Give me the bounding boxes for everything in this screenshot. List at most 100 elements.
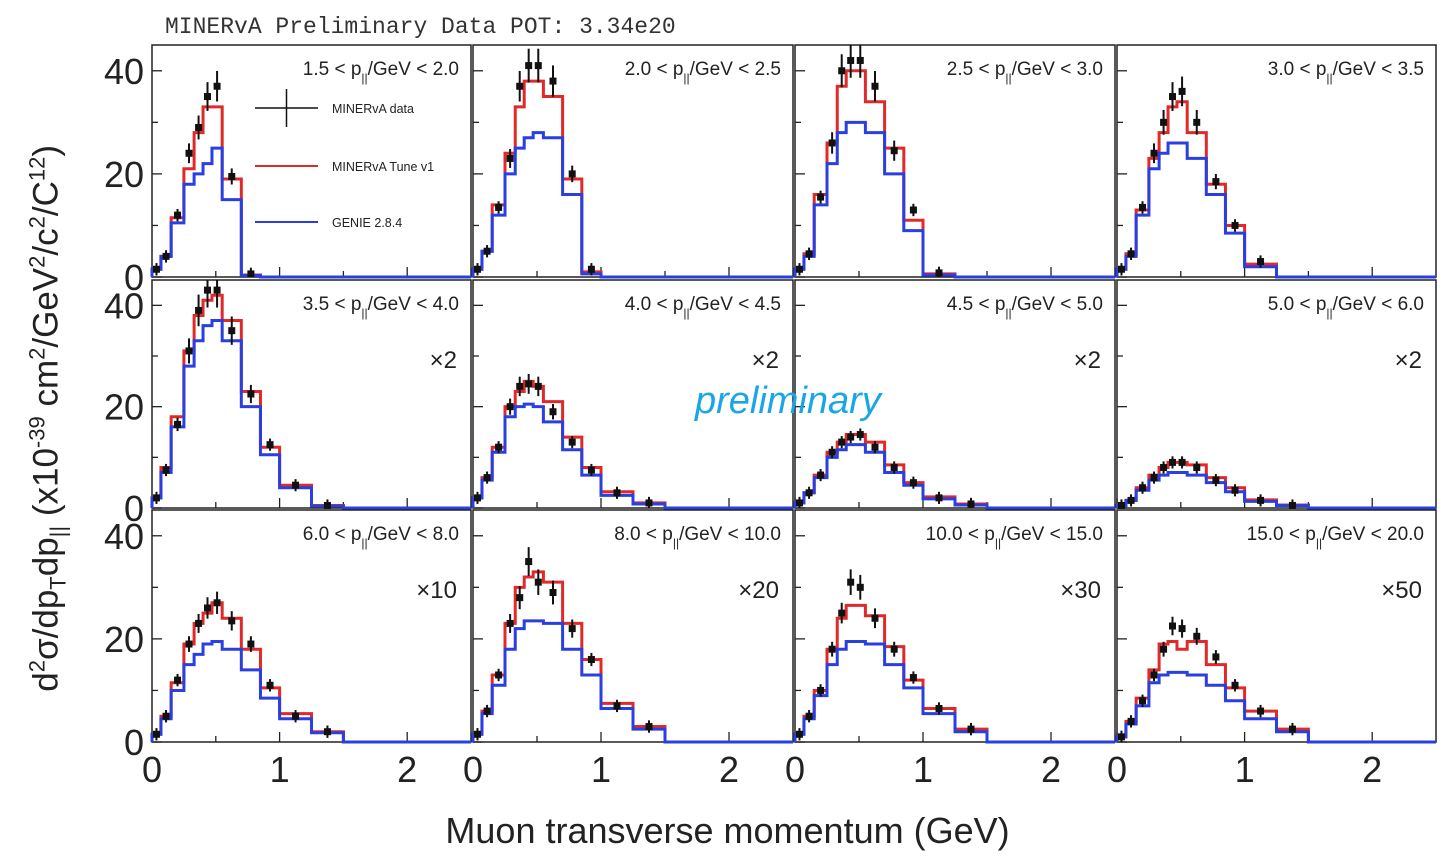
data-point — [266, 679, 274, 692]
panel-label: 4.0 < p||/GeV < 4.5 — [625, 294, 781, 320]
genie-histogram — [471, 402, 793, 510]
panel-label: 4.5 < p||/GeV < 5.0 — [947, 294, 1103, 320]
data-point — [1160, 109, 1168, 135]
scale-factor: ×50 — [1381, 577, 1422, 604]
data-point — [805, 486, 813, 499]
data-point — [549, 65, 557, 97]
data-point — [838, 436, 846, 449]
data-point — [195, 294, 203, 327]
data-point — [213, 280, 221, 308]
data-point — [1212, 474, 1220, 487]
genie-histogram — [793, 639, 1115, 744]
data-point — [817, 684, 825, 697]
scale-factor: ×2 — [1395, 347, 1422, 374]
data-point — [195, 115, 203, 140]
panel-label: 8.0 < p||/GeV < 10.0 — [614, 524, 781, 550]
data-point — [871, 70, 879, 102]
data-point — [1178, 619, 1186, 638]
x-tick-label: 0 — [785, 749, 805, 790]
figure-header: MINERvA Preliminary Data POT: 3.34e20 — [165, 14, 676, 40]
y-tick-label: 40 — [104, 51, 144, 92]
data-point — [1288, 499, 1296, 509]
scale-factor: ×2 — [430, 347, 457, 374]
data-point — [1231, 679, 1239, 692]
data-point — [174, 417, 182, 432]
data-point — [1178, 456, 1186, 469]
data-point — [1212, 173, 1220, 190]
data-point — [856, 574, 864, 600]
data-point — [213, 70, 221, 102]
data-point — [483, 704, 491, 718]
y-tick-label: 0 — [124, 488, 144, 529]
x-tick-label: 0 — [142, 749, 162, 790]
data-point — [1160, 461, 1168, 474]
data-point — [645, 496, 653, 508]
data-point — [856, 428, 864, 441]
y-tick-label: 0 — [124, 257, 144, 298]
data-point — [909, 203, 917, 217]
data-point — [847, 430, 855, 444]
genie-histogram — [1115, 471, 1436, 510]
data-point — [213, 591, 221, 614]
panel-label: 5.0 < p||/GeV < 6.0 — [1268, 294, 1424, 320]
data-point — [1117, 499, 1125, 509]
data-point — [967, 497, 975, 508]
data-point — [1150, 143, 1158, 164]
panel-6: 4.0 < p||/GeV < 4.5 ×2 — [471, 279, 794, 510]
data-point — [1139, 201, 1147, 214]
scale-factor: ×2 — [1074, 347, 1101, 374]
data-point — [795, 496, 803, 508]
data-point — [204, 597, 212, 619]
data-point — [228, 168, 236, 185]
panel-frame — [151, 509, 472, 743]
data-point — [935, 491, 943, 504]
tune-histogram — [793, 69, 1115, 279]
genie-histogram — [1115, 141, 1436, 279]
data-point — [1212, 650, 1220, 664]
data-point — [525, 373, 533, 394]
x-tick-label: 0 — [463, 749, 483, 790]
data-point — [247, 384, 255, 404]
data-point — [890, 641, 898, 657]
data-point — [587, 263, 595, 276]
data-point — [1117, 730, 1125, 742]
data-point — [828, 446, 836, 459]
data-point — [495, 441, 503, 454]
data-point — [1193, 461, 1201, 474]
data-point — [838, 602, 846, 624]
legend-label: MINERvA data — [332, 102, 414, 116]
panel-7: 4.5 < p||/GeV < 5.0 ×2 — [793, 279, 1116, 510]
preliminary-watermark: preliminary — [695, 380, 881, 422]
panel-frame — [1116, 509, 1437, 743]
data-point — [1150, 668, 1158, 682]
data-point — [587, 463, 595, 477]
data-point — [1169, 456, 1177, 469]
genie-histogram — [793, 120, 1115, 279]
data-point — [568, 436, 576, 449]
data-point — [1193, 627, 1201, 645]
panel-label: 15.0 < p||/GeV < 20.0 — [1247, 524, 1424, 550]
data-point — [506, 398, 514, 415]
tune-histogram — [150, 105, 471, 279]
legend-label: MINERvA Tune v1 — [332, 160, 434, 174]
tune-histogram — [150, 293, 471, 510]
panel-1: 1.5 < p||/GeV < 2.0 — [150, 44, 472, 279]
data-point — [473, 263, 481, 276]
data-point — [473, 491, 481, 504]
data-point — [1193, 109, 1201, 135]
data-point — [847, 45, 855, 78]
data-point — [483, 245, 491, 258]
genie-histogram — [150, 639, 471, 744]
data-point — [185, 636, 193, 652]
data-point — [909, 476, 917, 489]
scale-factor: ×2 — [752, 347, 779, 374]
data-point — [516, 376, 524, 397]
panel-2: 2.0 < p||/GeV < 2.5 — [471, 44, 794, 279]
data-point — [645, 720, 653, 733]
data-point — [534, 376, 542, 397]
tune-histogram — [1115, 100, 1436, 279]
data-point — [1127, 715, 1135, 728]
legend: MINERvA data MINERvA Tune v1 GENIE 2.8.4 — [255, 89, 434, 230]
scale-factor: ×30 — [1060, 577, 1101, 604]
panel-8: 5.0 < p||/GeV < 6.0 ×2 — [1115, 279, 1437, 510]
